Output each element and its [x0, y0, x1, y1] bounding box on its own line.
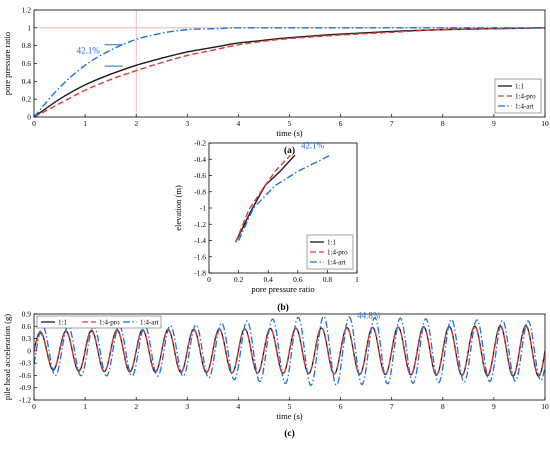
legend: 1:1 1:4-pro 1:4-art — [494, 78, 542, 114]
y-tick-label: 0.3 — [22, 334, 32, 343]
x-axis-label: time (s) — [276, 411, 302, 421]
plot-frame — [33, 9, 546, 118]
legend: 1:1 1:4-pro 1:4-art — [306, 234, 354, 270]
y-tick-label: -1.6 — [194, 252, 206, 261]
x-tick-label: 5 — [288, 402, 292, 411]
chart-panel-c: 0 1 2 3 4 5 6 7 8 9 10 0.9 0.6 0.3 0 -0.3 -0.6 -0.9 -1.2 ti… — [2, 310, 549, 440]
y-tick-label: -0.3 — [19, 359, 31, 368]
x-tick-label: 0 — [32, 119, 36, 128]
x-tick-label: 0.6 — [293, 275, 303, 284]
x-tick-label: 5 — [288, 119, 292, 128]
y-tick-label: -0.4 — [194, 155, 206, 164]
annotation: 44.8% — [357, 311, 381, 321]
y-tick-label: 1 — [27, 23, 31, 32]
x-tick-label: 0.2 — [234, 275, 244, 284]
annotation-text: 42.1% — [77, 45, 101, 55]
x-tick-label: 0.8 — [323, 275, 333, 284]
chart-panel-b: 0 0.2 0.4 0.6 0.8 1 -0.2 -0.4 -0.6 -0.8 -1 -1.2 -1.4… — [173, 139, 359, 314]
x-axis-label: time (s) — [276, 128, 302, 138]
x-tick-label: 6 — [339, 119, 343, 128]
plot-area — [234, 154, 331, 243]
y-tick-label: 1.2 — [22, 6, 32, 15]
y-tick-label: -1.2 — [19, 396, 31, 405]
series-line-14pro — [234, 154, 291, 243]
y-tick-label: -0.6 — [19, 371, 31, 380]
y-tick-label: -1.2 — [194, 220, 206, 229]
y-tick-label: 0.6 — [22, 59, 32, 68]
panel-label: (b) — [277, 302, 289, 313]
x-tick-label: 2 — [134, 119, 138, 128]
x-tick-label: 0 — [207, 275, 211, 284]
y-tick-label: 0.4 — [22, 77, 32, 86]
x-tick-label: 7 — [390, 119, 394, 128]
x-tick-label: 6 — [339, 402, 343, 411]
plot-area — [34, 27, 545, 117]
y-tick-label: 0.8 — [22, 41, 32, 50]
x-tick-label: 1 — [83, 402, 87, 411]
y-axis-label: elevation (m) — [173, 185, 183, 231]
x-tick-label: 3 — [185, 119, 189, 128]
x-tick-label: 10 — [541, 402, 549, 411]
legend-label: 1:1 — [515, 83, 524, 91]
y-tick-label: 0 — [27, 346, 31, 355]
y-tick-label: -0.9 — [19, 383, 31, 392]
x-tick-label: 10 — [541, 119, 549, 128]
x-tick-label: 7 — [390, 402, 394, 411]
y-tick-label: -0.2 — [194, 139, 206, 148]
y-tick-label: 0.9 — [22, 310, 32, 319]
legend-label: 1:4-pro — [99, 319, 120, 327]
y-tick-label: -0.8 — [194, 187, 206, 196]
annotation: 42.1% — [77, 44, 123, 67]
y-tick-label: -1.8 — [194, 269, 206, 278]
x-tick-label: 3 — [185, 402, 189, 411]
y-axis-label: pile head acceleration (g) — [2, 314, 12, 400]
y-tick-label: 0 — [27, 113, 31, 122]
y-tick-label: -1.4 — [194, 236, 206, 245]
series-line-14art — [237, 154, 331, 241]
y-axis-label: pore pressure ratio — [2, 32, 12, 95]
annotation-text: 44.8% — [357, 311, 381, 321]
series-line-14art — [34, 27, 545, 117]
x-tick-label: 4 — [237, 402, 241, 411]
annotation: 42.1% — [301, 141, 325, 151]
legend-label: 1:1 — [58, 319, 67, 327]
x-tick-label: 9 — [492, 402, 496, 411]
x-tick-label: 0 — [32, 402, 36, 411]
series-line-11 — [235, 154, 296, 243]
y-tick-label: 0.6 — [22, 322, 32, 331]
series-line-14pro — [34, 325, 545, 377]
legend: 1:1 1:4-pro 1:4-art — [36, 315, 162, 329]
x-axis-label: pore pressure ratio — [251, 284, 314, 294]
y-tick-label: 0.2 — [22, 95, 32, 104]
x-tick-label: 0.4 — [264, 275, 274, 284]
panel-label: (c) — [284, 428, 295, 439]
chart-panel-a: 0 1 2 3 4 5 6 7 8 9 10 0 0.2 0.4 0.6 0.8 1 1.2 time (s) por… — [2, 6, 549, 157]
legend-label: 1:4-pro — [327, 249, 348, 257]
legend-box — [36, 315, 162, 329]
x-tick-label: 1 — [83, 119, 87, 128]
x-tick-label: 2 — [134, 402, 138, 411]
legend-label: 1:4-art — [140, 319, 159, 327]
series-line-14pro — [34, 27, 545, 117]
legend-label: 1:4-pro — [515, 93, 536, 101]
panel-label: (a) — [284, 145, 295, 156]
legend-label: 1:1 — [327, 239, 336, 247]
annotation-text: 42.1% — [301, 141, 325, 151]
x-tick-label: 9 — [492, 119, 496, 128]
y-tick-label: -0.6 — [194, 171, 206, 180]
series-line-11 — [34, 27, 545, 117]
y-tick-label: -1 — [200, 204, 206, 213]
x-tick-label: 1 — [355, 275, 359, 284]
x-tick-label: 8 — [441, 119, 445, 128]
x-tick-label: 8 — [441, 402, 445, 411]
x-tick-label: 4 — [237, 119, 241, 128]
legend-label: 1:4-art — [515, 103, 534, 111]
legend-label: 1:4-art — [327, 259, 346, 267]
